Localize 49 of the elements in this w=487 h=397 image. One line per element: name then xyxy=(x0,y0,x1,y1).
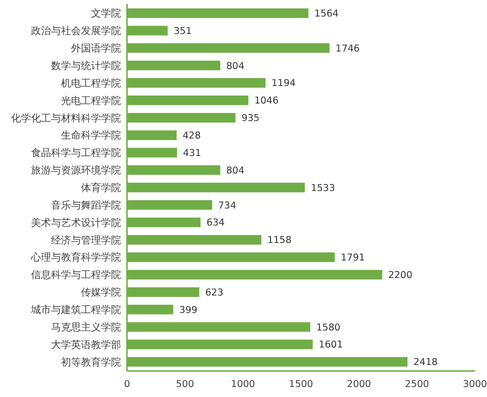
y-tick-label: 美术与艺术设计学院 xyxy=(31,216,121,229)
data-label: 634 xyxy=(206,218,225,229)
x-tick-label: 1500 xyxy=(288,379,314,390)
data-label: 399 xyxy=(179,304,198,316)
data-label: 1791 xyxy=(340,252,365,264)
data-label: 935 xyxy=(241,113,260,124)
y-tick-label: 初等教育学院 xyxy=(61,356,121,368)
data-label: 734 xyxy=(218,200,236,212)
data-label: 428 xyxy=(182,130,201,142)
y-tick-label: 食品科学与工程学院 xyxy=(31,147,121,160)
data-label: 623 xyxy=(205,287,224,298)
y-tick-label: 外国语学院 xyxy=(71,42,121,55)
y-tick-label: 化学化工与材料科学学院 xyxy=(11,112,121,124)
y-tick-label: 大学英语教学部 xyxy=(51,338,121,351)
y-tick-label: 城市与建筑工程学院 xyxy=(30,304,121,316)
data-label: 1564 xyxy=(314,8,339,20)
y-tick-label: 数学与统计学院 xyxy=(51,60,121,72)
data-label: 1601 xyxy=(318,340,343,351)
y-tick-label: 生命科学学院 xyxy=(61,130,121,142)
y-tick-label: 政治与社会发展学院 xyxy=(31,25,121,38)
data-label: 351 xyxy=(174,26,192,37)
data-label: 1580 xyxy=(316,322,340,334)
y-tick-label: 光电工程学院 xyxy=(61,94,121,107)
data-label: 1746 xyxy=(336,43,360,54)
y-tick-label: 信息科学与工程学院 xyxy=(31,269,121,282)
y-tick-label: 机电工程学院 xyxy=(61,77,121,90)
x-tick-label: 3000 xyxy=(462,379,487,390)
y-tick-label: 马克思主义学院 xyxy=(51,321,121,334)
x-tick-label: 500 xyxy=(176,379,194,390)
data-label: 1158 xyxy=(267,235,292,246)
y-tick-label: 经济与管理学院 xyxy=(51,234,121,246)
data-label: 1046 xyxy=(254,96,279,107)
data-label: 431 xyxy=(182,148,202,159)
data-label: 2200 xyxy=(388,270,412,281)
y-tick-label: 心理与教育科学学院 xyxy=(30,252,121,264)
y-tick-label: 音乐与舞蹈学院 xyxy=(51,199,121,212)
data-label: 804 xyxy=(226,165,244,176)
y-tick-label: 旅游与资源环境学院 xyxy=(31,164,121,177)
y-tick-label: 传媒学院 xyxy=(81,286,121,299)
x-tick-label: 2500 xyxy=(404,379,430,390)
data-label: 804 xyxy=(226,60,244,72)
y-tick-label: 文学院 xyxy=(91,8,121,20)
x-tick-label: 0 xyxy=(124,379,130,390)
data-label: 2418 xyxy=(413,357,438,368)
x-tick-label: 2000 xyxy=(346,379,372,390)
y-tick-label: 体育学院 xyxy=(81,182,121,194)
data-label: 1194 xyxy=(272,78,296,90)
x-tick-label: 1000 xyxy=(230,379,256,390)
data-label: 1533 xyxy=(310,182,336,194)
